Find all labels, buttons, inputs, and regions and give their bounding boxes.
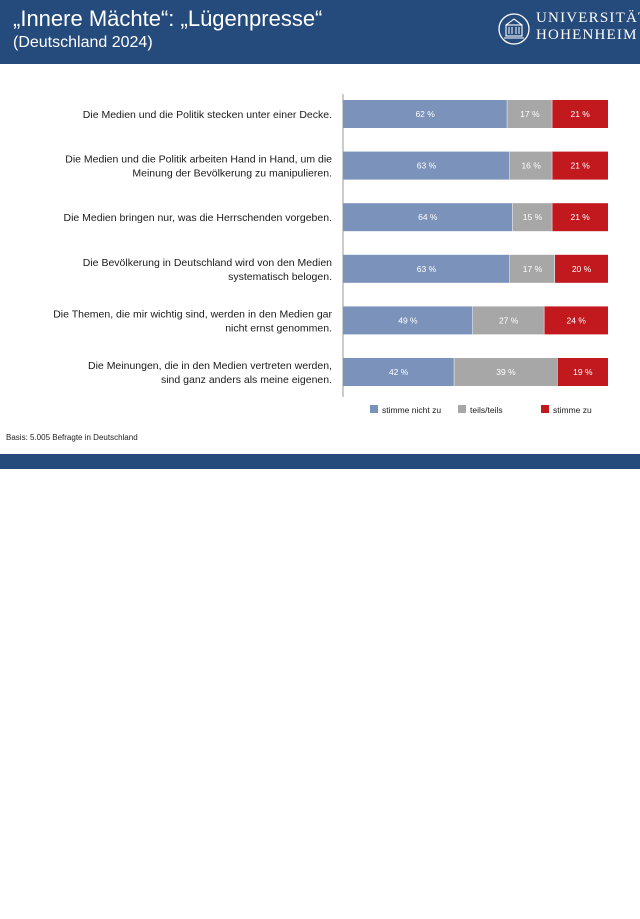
category-label-line: Die Bevölkerung in Deutschland wird von …: [83, 257, 332, 269]
bar-segment: [343, 151, 510, 180]
data-label: 49 %: [398, 315, 418, 325]
university-name-line1: UNIVERSITÄT: [536, 10, 640, 26]
bar-segment: [552, 203, 608, 232]
data-label: 17 %: [523, 264, 543, 274]
castle-icon: [498, 13, 530, 45]
legend-label: teils/teils: [470, 405, 503, 415]
bar-segment: [343, 306, 473, 335]
legend-label: stimme nicht zu: [382, 405, 441, 415]
data-label: 16 %: [521, 161, 541, 171]
bar-segment: [557, 358, 608, 386]
data-label: 24 %: [567, 315, 587, 325]
stacked-bar-chart: Die Medien und die Politik stecken unter…: [53, 94, 608, 415]
data-label: 62 %: [415, 109, 435, 119]
data-label: 27 %: [499, 315, 519, 325]
bar-segment: [509, 254, 555, 283]
category-label-line: systematisch belogen.: [228, 271, 332, 283]
data-label: 63 %: [417, 264, 437, 274]
legend-label: stimme zu: [553, 405, 592, 415]
bar-segment: [509, 151, 553, 180]
data-label: 64 %: [418, 212, 438, 222]
bar-segment: [343, 203, 513, 232]
bar-segment: [512, 203, 553, 232]
category-label-line: Die Medien und die Politik arbeiten Hand…: [65, 154, 332, 166]
category-label: Die Meinungen, die in den Medien vertret…: [88, 360, 332, 386]
data-label: 21 %: [570, 161, 590, 171]
bar-segment: [343, 358, 455, 386]
bar-segment: [343, 254, 510, 283]
bar-segment: [472, 306, 545, 335]
data-label: 39 %: [496, 367, 516, 377]
data-label: 15 %: [523, 212, 543, 222]
category-label-line: nicht ernst genommen.: [225, 322, 332, 334]
author-credit: Prof. Dr. Frank Brettschneider: [524, 910, 630, 919]
data-label: 63 %: [417, 161, 437, 171]
chart-subtitle: (Deutschland 2024): [13, 34, 153, 51]
bar-segment: [555, 254, 608, 283]
legend-swatch: [541, 405, 549, 413]
bar-segment: [552, 100, 608, 128]
chart-title: „Innere Mächte“: „Lügenpresse“: [13, 6, 323, 31]
footer-bar: Prof. Dr. Frank Brettschneider: [0, 454, 640, 919]
category-label: Die Medien bringen nur, was die Herrsche…: [64, 212, 333, 224]
data-label: 21 %: [570, 212, 590, 222]
category-label-line: sind ganz anders als meine eigenen.: [161, 374, 332, 386]
legend-swatch: [458, 405, 466, 413]
bar-segment: [552, 151, 608, 180]
category-label-line: Die Medien und die Politik stecken unter…: [83, 109, 332, 121]
category-label-line: Die Themen, die mir wichtig sind, werden…: [53, 308, 332, 320]
category-label: Die Themen, die mir wichtig sind, werden…: [53, 308, 332, 334]
bar-segment: [544, 306, 608, 335]
category-label-line: Die Medien bringen nur, was die Herrsche…: [64, 212, 333, 224]
university-logo: UNIVERSITÄT HOHENHEIM: [498, 10, 640, 54]
data-label: 19 %: [573, 367, 593, 377]
data-label: 20 %: [572, 264, 592, 274]
university-name: UNIVERSITÄT HOHENHEIM: [536, 10, 640, 44]
category-label: Die Medien und die Politik stecken unter…: [83, 109, 332, 121]
category-label-line: Meinung der Bevölkerung zu manipulieren.: [132, 168, 332, 180]
category-label-line: Die Meinungen, die in den Medien vertret…: [88, 360, 332, 372]
header-bar: „Innere Mächte“: „Lügenpresse“ (Deutschl…: [0, 0, 640, 64]
bar-segment: [454, 358, 558, 386]
basis-note: Basis: 5.005 Befragte in Deutschland: [6, 433, 138, 442]
university-name-line2: HOHENHEIM: [536, 27, 638, 43]
bar-segment: [507, 100, 553, 128]
legend-swatch: [370, 405, 378, 413]
data-label: 17 %: [520, 109, 540, 119]
bar-segment: [343, 100, 508, 128]
category-label: Die Bevölkerung in Deutschland wird von …: [83, 257, 332, 283]
category-label: Die Medien und die Politik arbeiten Hand…: [65, 154, 332, 180]
data-label: 21 %: [570, 109, 590, 119]
data-label: 42 %: [389, 367, 409, 377]
